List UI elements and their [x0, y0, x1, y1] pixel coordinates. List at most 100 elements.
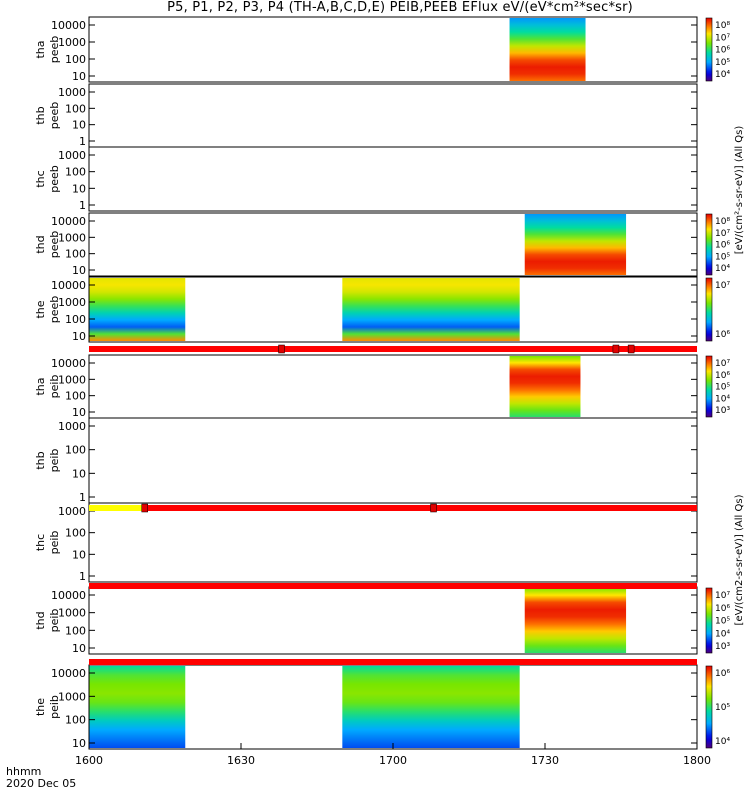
spectrogram-block [89, 278, 186, 341]
spectrogram-block [509, 18, 586, 81]
colorbar-tick-label: 10³ [715, 642, 730, 652]
colorbar-tick-label: 10⁶ [715, 46, 730, 56]
mode-bar-marker [430, 503, 437, 513]
panel-the-peeb: 10 100 1000 10000 the peeb 10⁶ 10⁷ [34, 276, 730, 343]
y-axis-label-probe: thc [34, 534, 47, 551]
panel-thb-peeb: 1 10 100 1000 thb peeb [34, 83, 698, 148]
y-tick-label: 1 [79, 199, 86, 212]
y-axis-label-probe: thd [34, 611, 47, 629]
mode-bar-segment [89, 659, 697, 665]
colorbar [705, 665, 713, 749]
y-tick-label: 10000 [51, 279, 86, 292]
panel-tha-peeb: 10 100 1000 10000 tha peeb 10⁴ 10⁵ 10⁶ 10⁷ 10⁸ [34, 16, 730, 83]
y-tick-label: 100 [65, 444, 86, 457]
y-tick-label: 10 [72, 467, 86, 480]
colorbar-tick-label: 10⁴ [715, 629, 730, 639]
y-tick-label: 10000 [51, 667, 86, 680]
x-axis-date-label: 2020 Dec 05 [6, 777, 76, 790]
colorbar-tick-label: 10⁸ [715, 21, 730, 31]
y-tick-label: 10 [72, 548, 86, 561]
y-tick-label: 1 [79, 570, 86, 583]
y-axis-label-probe: tha [34, 377, 47, 395]
panel-frame [88, 83, 698, 148]
y-tick-label: 1000 [58, 607, 86, 620]
colorbar-tick-label: 10⁵ [715, 58, 730, 68]
y-axis-label-probe: thb [34, 106, 47, 124]
spectrogram-block [89, 666, 186, 748]
y-tick-label: 10000 [51, 19, 86, 32]
colorbar-tick-label: 10⁷ [715, 359, 730, 369]
panel-frame [88, 276, 698, 343]
colorbar-tick-label: 10⁷ [715, 33, 730, 43]
mode-bar-segment [89, 583, 697, 589]
colorbar-unit-label: [eV/(cm2-s-sr-eV)] (All Qs) [734, 494, 745, 625]
panel-frame [88, 417, 698, 504]
y-tick-label: 100 [65, 527, 86, 540]
chart-title: P5, P1, P2, P3, P4 (TH-A,B,C,D,E) PEIB,P… [167, 0, 633, 15]
x-tick-label: 1730 [531, 754, 559, 767]
y-tick-label: 1000 [58, 36, 86, 49]
colorbar-tick-label: 10⁵ [715, 703, 730, 713]
colorbar-unit-label: [eV/(cm²-s-sr-eV)] (All Qs) [734, 126, 745, 255]
y-tick-label: 1000 [58, 231, 86, 244]
panel-the-peib: 10 100 1000 10000 the peib 10⁴ 10⁵ 10⁶ [34, 664, 730, 750]
mode-bar [89, 503, 697, 513]
mode-bar [89, 583, 697, 589]
y-tick-label: 1000 [58, 505, 86, 518]
x-tick-label: 1630 [227, 754, 255, 767]
colorbar [705, 213, 713, 276]
colorbar-tick-label: 10⁴ [715, 70, 730, 80]
colorbar-tick-label: 10⁵ [715, 617, 730, 627]
y-tick-label: 10 [72, 330, 86, 343]
y-tick-label: 1000 [58, 690, 86, 703]
y-axis-label-product: peeb [48, 36, 61, 64]
colorbar-tick-label: 10⁸ [715, 217, 730, 227]
y-axis-label-product: peeb [48, 102, 61, 130]
y-tick-label: 1 [79, 135, 86, 148]
colorbar-tick-label: 10⁷ [715, 281, 730, 291]
y-tick-label: 1000 [58, 373, 86, 386]
y-axis-label-probe: the [34, 698, 47, 716]
spectrogram-block [524, 588, 627, 653]
colorbar-tick-label: 10⁴ [715, 737, 730, 747]
colorbar-tick-label: 10⁴ [715, 264, 730, 274]
y-tick-label: 100 [65, 624, 86, 637]
y-tick-label: 10 [72, 737, 86, 750]
colorbar-tick-label: 10³ [715, 406, 730, 416]
mode-bar [89, 659, 697, 665]
panel-frame [88, 16, 698, 83]
y-axis-label-product: peib [48, 375, 61, 399]
y-tick-label: 10000 [51, 215, 86, 228]
colorbar [705, 587, 713, 654]
panel-thd-peib: 10 100 1000 10000 thd peib 10³ 10⁴ 10⁵ 10⁶ 10⁷ [34, 586, 730, 655]
colorbar-tick-label: 10⁵ [715, 252, 730, 262]
spectrogram-block [342, 666, 520, 748]
colorbar-tick-label: 10⁶ [715, 371, 730, 381]
colorbar [705, 355, 713, 418]
y-tick-label: 1 [79, 491, 86, 504]
y-axis-label-product: peeb [48, 165, 61, 193]
mode-bar-segment [89, 505, 145, 511]
y-axis-label-product: peib [48, 695, 61, 719]
panel-frame [88, 212, 698, 277]
colorbar-tick-label: 10⁶ [715, 241, 730, 251]
colorbar [705, 277, 713, 342]
y-tick-label: 100 [65, 248, 86, 261]
spectrogram-block [509, 356, 581, 417]
y-tick-label: 100 [65, 390, 86, 403]
y-tick-label: 1000 [58, 86, 86, 99]
panel-thb-peib: 1 10 100 1000 thb peib [34, 417, 698, 504]
colorbar-tick-label: 10⁵ [715, 383, 730, 393]
x-axis-time-label: hhmm [6, 765, 41, 778]
y-tick-label: 100 [65, 714, 86, 727]
colorbar-tick-label: 10⁴ [715, 394, 730, 404]
y-tick-label: 10 [72, 406, 86, 419]
x-tick-label: 1600 [75, 754, 103, 767]
y-tick-label: 1000 [58, 149, 86, 162]
mode-bar-marker [141, 503, 148, 513]
spectrogram-block [342, 278, 520, 341]
